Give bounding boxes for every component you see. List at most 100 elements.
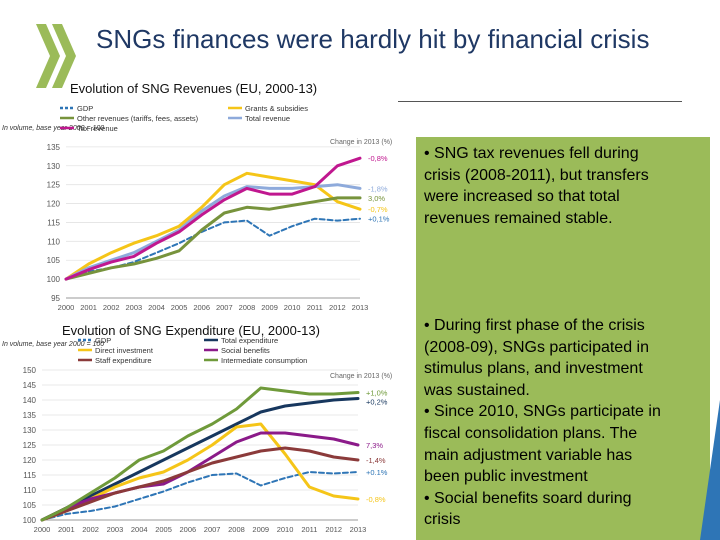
legend-label: GDP [95,336,111,345]
commentary-paragraph-expenditure: • During first phase of the crisis (2008… [424,315,706,531]
text-line: • During first phase of the crisis [424,317,645,334]
legend-label: Total revenue [245,114,290,123]
text-line: (2008-09), SNGs participated in [424,338,649,356]
y-tick-label: 140 [23,396,37,405]
x-tick-label: 2006 [180,525,197,534]
y-axis-label: In volume, base year 2000 = 100 [2,341,104,348]
text-line: fiscal consolidation plans. The [424,424,638,442]
change-label: 7,3% [366,441,383,450]
x-tick-label: 2010 [284,303,301,312]
text-line: • Since 2010, SNGs participate in [424,403,661,421]
x-tick-label: 2003 [107,525,124,534]
y-tick-label: 115 [47,218,60,227]
y-tick-label: 115 [23,471,36,480]
x-tick-label: 2004 [148,303,165,312]
text-line: revenues remained stable. [424,209,613,227]
oecd-logo [36,24,76,88]
y-tick-label: 145 [23,381,37,390]
series-line [64,183,362,281]
text-line: main adjustment variable has [424,446,633,464]
x-tick-label: 2000 [34,525,51,534]
text-line: • SNG tax revenues fell during [424,145,639,162]
x-tick-label: 2002 [103,303,120,312]
revenues-chart-title: Evolution of SNG Revenues (EU, 2000-13) [70,81,318,96]
text-line: were increased so that total [424,188,620,206]
x-tick-label: 2009 [261,303,278,312]
x-tick-label: 2005 [155,525,172,534]
series-line [40,431,360,522]
x-tick-label: 2007 [216,303,233,312]
page-title: SNGs finances were hardly hit by financi… [96,24,650,54]
text-line: been public investment [424,468,588,486]
y-tick-label: 110 [23,486,36,495]
series-line [40,386,360,522]
y-tick-label: 110 [47,237,60,246]
y-tick-label: 105 [47,256,61,265]
x-tick-label: 2000 [58,303,75,312]
x-tick-label: 2001 [58,525,75,534]
x-tick-label: 2005 [171,303,188,312]
y-tick-label: 120 [47,200,61,209]
legend-label: Intermediate consumption [221,356,307,365]
x-tick-label: 2010 [277,525,294,534]
legend-label: Grants & subsidies [245,104,308,113]
change-label: -0,8% [366,495,386,504]
y-tick-label: 130 [23,426,37,435]
x-tick-label: 2009 [252,525,269,534]
commentary-paragraph-revenues: • SNG tax revenues fell during crisis (2… [424,143,706,229]
y-tick-label: 150 [23,366,37,375]
x-tick-label: 2006 [193,303,210,312]
legend-label: GDP [77,104,93,113]
change-header: Change in 2013 (%) [330,139,392,146]
change-label: -0,8% [368,154,388,163]
change-header: Change in 2013 (%) [330,373,392,380]
x-tick-label: 2002 [82,525,99,534]
y-tick-label: 100 [47,275,61,284]
legend-label: Staff expenditure [95,356,152,365]
legend-label: Social benefits [221,346,270,355]
series-line [40,397,360,522]
series-line [64,196,362,281]
series-line [40,446,360,522]
series-line [64,171,362,281]
x-tick-label: 2003 [126,303,143,312]
change-label: +0,2% [366,398,388,407]
x-tick-label: 2012 [329,303,346,312]
change-label: -1,4% [366,456,386,465]
change-label: 3,0% [368,194,385,203]
text-line: stimulus plans, and investment [424,360,643,378]
title-divider [398,101,682,102]
legend-label: Tax revenue [77,124,118,133]
y-tick-label: 125 [23,441,37,450]
y-tick-label: 135 [47,143,61,152]
commentary-box [416,137,710,540]
x-tick-label: 2011 [301,525,317,534]
text-line: crisis [424,511,461,529]
legend-label: Total expenditure [221,336,278,345]
y-tick-label: 120 [23,456,37,465]
y-tick-label: 95 [51,294,60,303]
y-tick-label: 130 [47,162,61,171]
legend-label: Direct investment [95,346,154,355]
x-tick-label: 2013 [350,525,367,534]
change-label: -1,8% [368,184,388,193]
x-tick-label: 2011 [307,303,323,312]
x-tick-label: 2008 [239,303,256,312]
change-label: +0.1% [366,468,388,477]
text-line: crisis (2008-2011), but transfers [424,166,649,184]
x-tick-label: 2012 [325,525,342,534]
x-tick-label: 2013 [352,303,369,312]
x-tick-label: 2001 [80,303,97,312]
y-tick-label: 125 [47,181,61,190]
text-line: • Social benefits soard during [424,489,632,507]
legend-label: Other revenues (tariffs, fees, assets) [77,114,199,123]
y-axis-label: In volume, base year 2000 = 100 [2,125,104,132]
series-line [41,471,359,521]
y-tick-label: 105 [23,501,37,510]
change-label: -0,7% [368,205,388,214]
x-tick-label: 2004 [131,525,148,534]
text-line: was sustained. [424,381,530,399]
x-tick-label: 2008 [228,525,245,534]
series-line [64,156,362,281]
